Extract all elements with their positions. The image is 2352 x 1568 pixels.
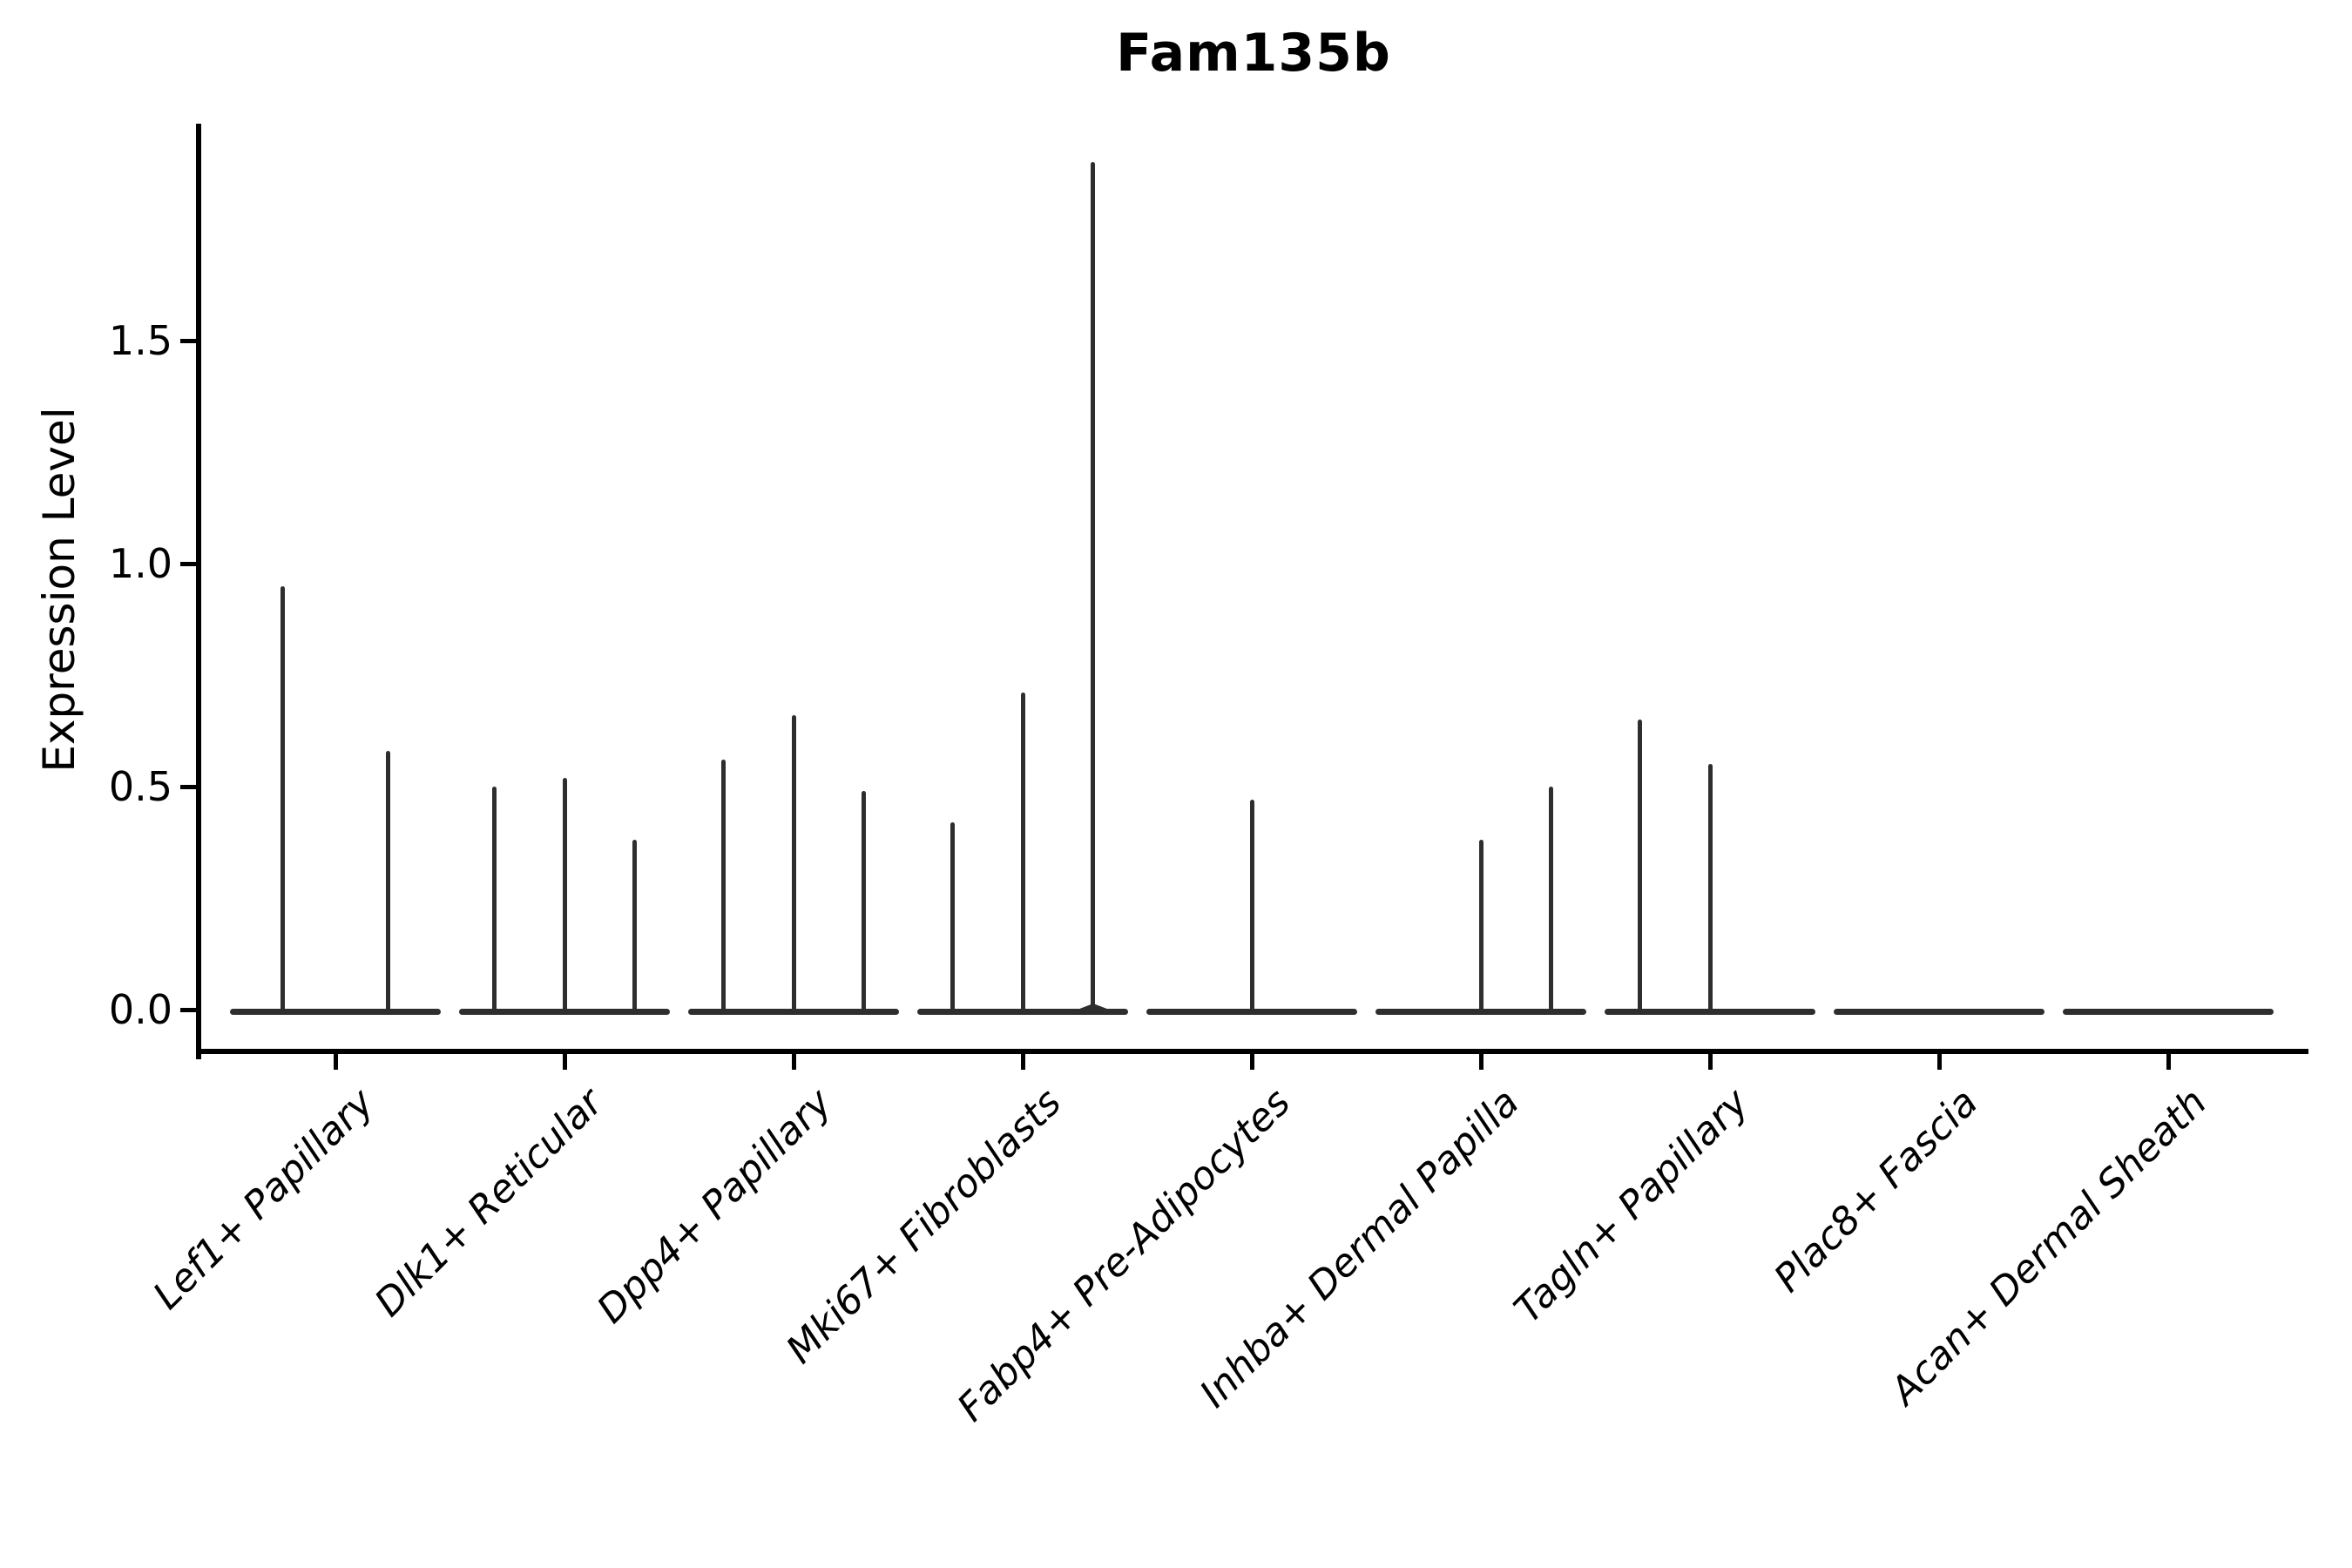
violin-spike: [386, 751, 390, 1015]
x-tick-label: Plac8+ Fascia: [1765, 1080, 1987, 1301]
x-tick: [2166, 1054, 2171, 1070]
y-tick-label: 0.0: [108, 986, 172, 1033]
x-tick-label: Dlk1+ Reticular: [366, 1080, 612, 1326]
violin-spike: [1091, 162, 1096, 1015]
violin-spike: [1707, 764, 1713, 1015]
violin-body: [1834, 1008, 2044, 1015]
y-tick: [180, 561, 196, 566]
violin-spike: [491, 787, 497, 1015]
x-axis-spine: [196, 1049, 2308, 1054]
x-tick: [1707, 1054, 1713, 1070]
violin-spike: [280, 585, 285, 1015]
y-tick: [180, 784, 196, 789]
x-tick: [791, 1054, 796, 1070]
y-tick: [180, 1007, 196, 1012]
x-tick: [1478, 1054, 1484, 1070]
violin-spike: [1478, 840, 1484, 1015]
violin-base-bump: [1063, 1003, 1123, 1015]
violin-body: [2063, 1008, 2274, 1015]
x-tick: [1020, 1054, 1025, 1070]
violin-spike: [791, 715, 796, 1015]
violin-spike: [1637, 720, 1642, 1015]
y-axis-spine: [196, 124, 201, 1059]
x-tick-label: Tagln+ Papillary: [1505, 1080, 1758, 1332]
y-tick-label: 0.5: [108, 763, 172, 810]
x-tick-label: Dpp4+ Papillary: [589, 1080, 841, 1333]
violin-spike: [950, 821, 955, 1015]
violin-spike: [1549, 787, 1554, 1015]
x-tick: [1936, 1054, 1942, 1070]
y-tick-label: 1.5: [108, 317, 172, 364]
violin-spike: [562, 777, 567, 1015]
chart-title: Fam135b: [1116, 23, 1391, 84]
violin-spike: [862, 791, 867, 1015]
y-tick: [180, 338, 196, 343]
y-tick-label: 1.0: [108, 540, 172, 587]
x-tick: [562, 1054, 567, 1070]
violin-spike: [1020, 693, 1025, 1015]
violin-spike: [1249, 800, 1254, 1015]
violin-body: [230, 1008, 441, 1015]
violin-spike: [632, 840, 638, 1015]
x-tick-label: Lef1+ Papillary: [145, 1080, 383, 1319]
x-tick: [333, 1054, 338, 1070]
x-tick: [1249, 1054, 1254, 1070]
violin-spike: [720, 760, 726, 1015]
